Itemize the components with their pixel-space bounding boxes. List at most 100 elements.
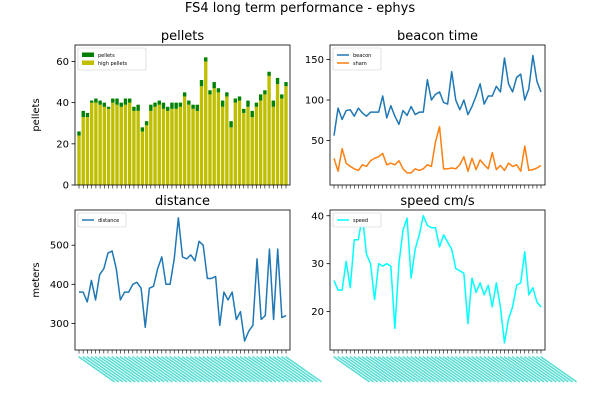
x-tick-label xyxy=(430,356,468,383)
axis-title: pellets xyxy=(161,29,205,44)
bar-pellets xyxy=(246,100,250,107)
x-tick-label xyxy=(365,356,403,383)
bar-high-pellets xyxy=(111,102,115,185)
bar-high-pellets xyxy=(98,104,102,185)
bar-pellets xyxy=(119,102,123,107)
series-line-speed xyxy=(333,215,542,344)
x-tick-label xyxy=(231,356,269,383)
axes-frame xyxy=(74,44,291,186)
bar-high-pellets xyxy=(212,88,216,185)
bar-pellets xyxy=(157,100,161,105)
bar-pellets xyxy=(132,106,136,111)
legend-box xyxy=(332,212,382,228)
bar-pellets xyxy=(220,100,225,107)
bar-high-pellets xyxy=(178,106,183,185)
bar-pellets xyxy=(237,96,242,101)
x-tick-label xyxy=(251,356,289,383)
bar-pellets xyxy=(115,98,119,105)
y-tick-label: 20 xyxy=(56,139,69,150)
x-tick-label xyxy=(169,356,207,383)
x-tick-label xyxy=(536,356,573,383)
bar-pellets xyxy=(89,100,94,103)
bar-high-pellets xyxy=(140,131,145,185)
x-tick-label xyxy=(446,356,484,383)
x-tick-label xyxy=(256,356,294,383)
bar-high-pellets xyxy=(199,86,204,185)
legend: beacon sham xyxy=(332,47,382,71)
x-tick-label xyxy=(507,356,545,383)
x-tick-label xyxy=(333,356,371,383)
bar-high-pellets xyxy=(166,110,170,185)
x-tick-label xyxy=(78,356,116,383)
bar-high-pellets xyxy=(102,106,107,185)
bar-pellets xyxy=(195,104,199,111)
x-tick-label xyxy=(434,356,472,383)
x-tick-label xyxy=(181,356,219,383)
bar-high-pellets xyxy=(267,75,271,185)
bar-high-pellets xyxy=(144,125,149,185)
bar-pellets xyxy=(199,80,204,87)
x-tick-label xyxy=(148,356,186,383)
bar-high-pellets xyxy=(123,104,128,185)
x-tick-label xyxy=(381,356,419,383)
legend-box xyxy=(332,47,382,71)
x-tick-label xyxy=(475,356,513,383)
bar-high-pellets xyxy=(271,106,276,185)
x-tick-label xyxy=(523,356,561,383)
bar-high-pellets xyxy=(233,102,237,185)
figure-suptitle: FS4 long term performance - ephys xyxy=(185,1,415,16)
bar-high-pellets xyxy=(81,117,85,185)
legend-label: pellets xyxy=(98,53,115,59)
bar-high-pellets xyxy=(208,94,212,185)
x-tick-label xyxy=(189,356,227,383)
x-tick-label xyxy=(210,356,248,383)
y-tick-label: 300 xyxy=(50,319,69,330)
bar-high-pellets xyxy=(119,106,123,185)
bar-pellets xyxy=(77,131,81,136)
axis-title: speed cm/s xyxy=(400,194,475,209)
bar-high-pellets xyxy=(220,106,225,185)
x-tick-label xyxy=(280,356,318,383)
bar-pellets xyxy=(208,90,212,95)
bar-pellets xyxy=(140,127,145,132)
legend: speed xyxy=(332,212,382,228)
bar-high-pellets xyxy=(204,61,208,185)
bar-high-pellets xyxy=(77,135,81,185)
x-tick-label xyxy=(202,356,240,383)
x-tick-label xyxy=(119,356,157,383)
x-tick-label xyxy=(98,356,136,383)
bar-pellets xyxy=(225,92,229,97)
x-tick-label xyxy=(398,356,435,383)
x-tick-label xyxy=(115,356,153,383)
series-line-distance xyxy=(79,217,287,342)
axes-frame xyxy=(329,44,546,186)
bar-high-pellets xyxy=(280,98,284,185)
x-tick-label xyxy=(227,356,265,383)
y-tick-label: 500 xyxy=(50,241,69,252)
bar-high-pellets xyxy=(275,84,280,185)
bar-pellets xyxy=(81,110,85,118)
x-tick-label xyxy=(173,356,211,383)
legend-label: sham xyxy=(353,61,367,67)
x-tick-label xyxy=(540,356,578,383)
bar-pellets xyxy=(204,57,208,62)
axis-title: beacon time xyxy=(397,29,478,44)
x-tick-label xyxy=(131,356,169,383)
x-tick-label xyxy=(495,356,533,383)
x-tick-label xyxy=(467,356,504,383)
x-tick-label xyxy=(260,356,298,383)
bar-high-pellets xyxy=(161,108,166,185)
x-tick-label xyxy=(94,356,132,383)
x-tick-label xyxy=(499,356,537,383)
bar-high-pellets xyxy=(216,92,221,185)
x-tick-label xyxy=(422,356,460,383)
x-tick-label xyxy=(140,356,178,383)
x-tick-label xyxy=(111,356,149,383)
x-tick-label xyxy=(276,356,314,383)
bar-pellets xyxy=(250,110,254,118)
y-tick-label: 50 xyxy=(311,136,324,147)
x-tick-label xyxy=(247,356,285,383)
x-tick-label xyxy=(389,356,427,383)
bar-high-pellets xyxy=(254,106,259,185)
